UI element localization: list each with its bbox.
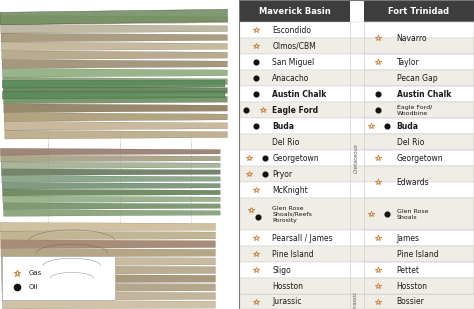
Text: Navarro: Navarro [397,34,427,43]
Text: Buda: Buda [272,122,294,131]
Text: Cretaceous: Cretaceous [354,143,359,173]
Polygon shape [1,33,228,42]
Text: Sligo: Sligo [272,266,291,275]
Polygon shape [4,104,228,112]
Bar [239,86,474,102]
Text: Olmos/CBM: Olmos/CBM [272,42,316,51]
Bar [239,102,474,118]
Bar [239,38,474,54]
Text: McKnight: McKnight [272,186,308,195]
Text: Hosston: Hosston [272,282,303,291]
Text: Eagle Ford: Eagle Ford [272,106,319,115]
Polygon shape [2,274,215,283]
Bar [239,278,474,294]
Polygon shape [0,231,215,240]
Text: Bossier: Bossier [397,297,424,306]
Bar [239,262,474,278]
Text: Anacacho: Anacacho [272,74,310,83]
Bar [239,0,350,22]
Text: Escondido: Escondido [272,26,311,35]
Bar [239,182,474,198]
Polygon shape [1,266,215,274]
Polygon shape [3,196,220,203]
Polygon shape [2,80,225,88]
Polygon shape [2,51,228,60]
Polygon shape [3,95,228,104]
Text: Pine Island: Pine Island [397,250,438,259]
Bar [239,166,474,182]
Text: Maverick Basin: Maverick Basin [259,6,330,16]
Polygon shape [4,112,228,121]
Polygon shape [2,68,228,77]
Polygon shape [2,91,225,99]
Text: Del Rio: Del Rio [272,138,300,147]
Text: Austin Chalk: Austin Chalk [397,90,451,99]
Polygon shape [5,130,228,139]
Bar [239,118,474,134]
Text: Georgetown: Georgetown [272,154,319,163]
Text: Del Rio: Del Rio [397,138,424,147]
Polygon shape [2,60,228,68]
Text: Austin Chalk: Austin Chalk [272,90,327,99]
FancyBboxPatch shape [2,256,115,300]
Bar [239,247,474,262]
Bar [239,150,474,166]
Text: San Miguel: San Miguel [272,58,314,67]
Text: Glen Rose
Shoals/Reefs
Porosity: Glen Rose Shoals/Reefs Porosity [272,206,312,223]
Text: Pearsall / James: Pearsall / James [272,234,333,243]
Text: Georgetown: Georgetown [397,154,443,163]
Polygon shape [2,300,215,309]
Text: Gas: Gas [29,270,42,277]
Text: Pecan Gap: Pecan Gap [397,74,437,83]
Text: Buda: Buda [397,122,419,131]
Polygon shape [0,9,228,25]
Text: Taylor: Taylor [397,58,419,67]
Text: Pettet: Pettet [397,266,419,275]
Text: Fort Trinidad: Fort Trinidad [388,6,449,16]
Bar [239,54,474,70]
Bar [239,134,474,150]
Polygon shape [2,283,215,292]
Bar [239,294,474,309]
Polygon shape [0,148,220,155]
Polygon shape [1,155,220,162]
Polygon shape [0,24,228,33]
Polygon shape [3,77,228,86]
Bar [239,70,474,86]
Polygon shape [0,222,215,231]
Polygon shape [2,292,215,300]
Polygon shape [3,86,228,95]
Polygon shape [1,42,228,51]
Text: Hosston: Hosston [397,282,428,291]
Polygon shape [4,210,220,216]
Text: Eagle Ford/
Woodbine: Eagle Ford/ Woodbine [397,105,432,116]
Polygon shape [1,162,220,169]
Polygon shape [2,176,220,182]
Text: Pryor: Pryor [272,170,292,179]
Polygon shape [1,257,215,266]
Bar [364,0,474,22]
Polygon shape [0,15,228,24]
Bar [239,231,474,247]
Polygon shape [1,240,215,248]
Text: Jurassic: Jurassic [272,297,302,306]
Polygon shape [1,248,215,257]
Bar [239,22,474,38]
Polygon shape [3,203,220,210]
Text: James: James [397,234,419,243]
Polygon shape [4,121,228,130]
Text: Edwards: Edwards [397,178,429,187]
Text: Oil: Oil [29,284,38,290]
Polygon shape [1,169,220,176]
Text: Pine Island: Pine Island [272,250,314,259]
Polygon shape [2,189,220,196]
Bar [239,198,474,231]
Polygon shape [2,182,220,189]
Text: Glen Rose
Shoals: Glen Rose Shoals [397,209,428,220]
Text: Jurassic: Jurassic [354,292,359,309]
